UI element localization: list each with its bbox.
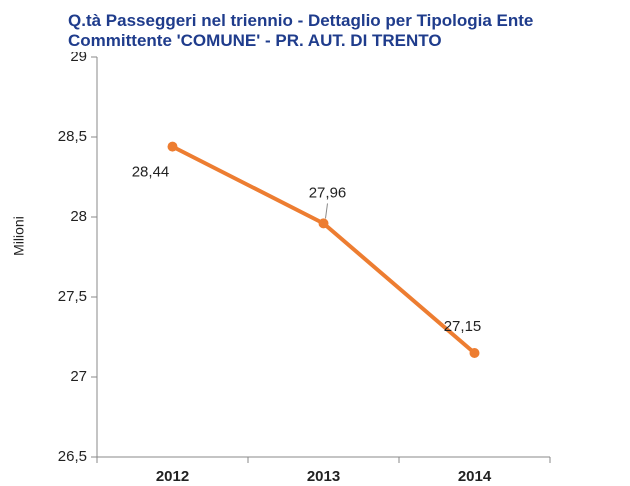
y-tick-label: 29 [70,48,87,65]
y-tick-label: 27 [70,368,87,385]
x-tick-label: 2012 [156,468,189,485]
y-tick-label: 28,5 [58,128,87,145]
leader-line [325,203,328,219]
chart-title: Committente 'COMUNE' - PR. AUT. DI TRENT… [68,31,442,50]
y-tick-label: 28 [70,208,87,225]
data-point [469,348,480,358]
y-tick-label: 26,5 [58,448,87,465]
data-line [171,144,476,355]
data-point [167,141,178,152]
title-bg [60,0,630,52]
y-axis-title: Milioni [11,216,27,256]
data-label: 27,15 [444,318,482,335]
chart-title: Q.tà Passeggeri nel triennio - Dettaglio… [68,11,533,30]
data-label: 27,96 [309,184,347,201]
data-label: 28,44 [132,164,170,181]
y-tick-label: 27,5 [58,288,87,305]
x-tick-label: 2014 [458,468,492,485]
data-point [318,218,329,229]
x-tick-label: 2013 [307,468,340,485]
